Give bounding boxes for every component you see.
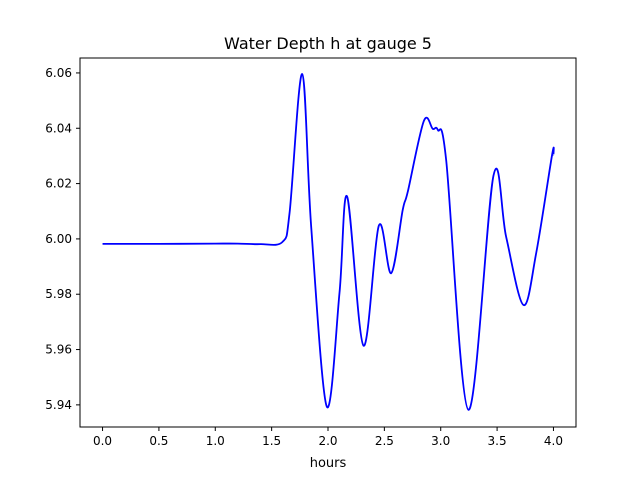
x-tick-label: 3.5 xyxy=(488,434,507,448)
y-tick-label: 6.02 xyxy=(45,177,72,191)
x-axis: 0.0 0.5 1.0 1.5 2.0 2.5 3.0 3.5 4.0 xyxy=(93,427,563,448)
x-tick-label: 0.5 xyxy=(149,434,168,448)
x-tick-label: 3.0 xyxy=(431,434,450,448)
chart-title: Water Depth h at gauge 5 xyxy=(224,34,432,53)
y-tick-label: 6.04 xyxy=(45,121,72,135)
series-layer xyxy=(102,73,555,411)
series-line-h xyxy=(102,73,555,411)
y-tick-label: 5.96 xyxy=(45,343,72,357)
x-tick-label: 2.5 xyxy=(375,434,394,448)
x-tick-label: 1.0 xyxy=(206,434,225,448)
x-tick-label: 0.0 xyxy=(93,434,112,448)
x-tick-label: 1.5 xyxy=(262,434,281,448)
y-tick-label: 6.06 xyxy=(45,66,72,80)
y-tick-label: 6.00 xyxy=(45,232,72,246)
y-axis: 5.94 5.96 5.98 6.00 6.02 6.04 6.06 xyxy=(45,66,80,412)
x-tick-label: 2.0 xyxy=(318,434,337,448)
y-tick-label: 5.94 xyxy=(45,398,72,412)
x-tick-label: 4.0 xyxy=(544,434,563,448)
x-axis-label: hours xyxy=(310,456,347,471)
y-tick-label: 5.98 xyxy=(45,287,72,301)
